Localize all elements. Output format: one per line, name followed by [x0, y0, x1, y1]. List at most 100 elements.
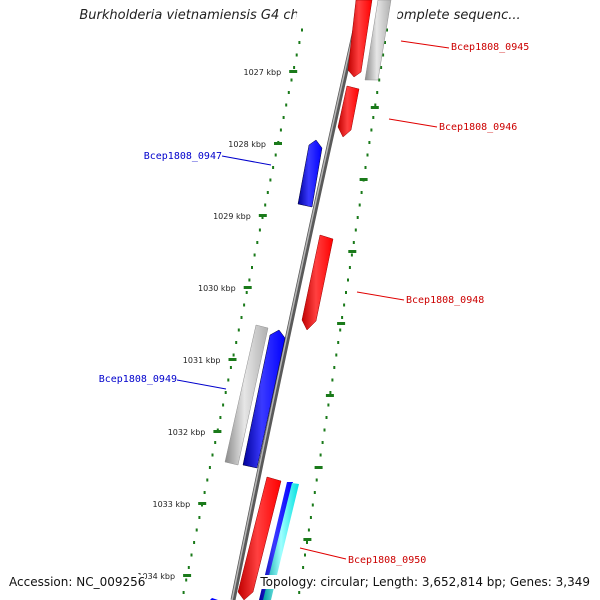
cds-feature[interactable]	[364, 0, 392, 81]
tick-mark	[183, 574, 192, 577]
gene-feature[interactable]	[259, 482, 293, 600]
gene-label-0946[interactable]: Bcep1808_0946	[439, 122, 517, 133]
tick-dot	[327, 403, 330, 407]
tick-dot	[333, 366, 336, 369]
tick-mark	[289, 70, 298, 73]
tick-label: 1028 kbp	[228, 140, 266, 149]
tick-dot	[279, 128, 282, 132]
gene-label-0947[interactable]: Bcep1808_0947	[144, 151, 222, 162]
tick-dot	[285, 103, 288, 107]
tick-track	[182, 28, 388, 594]
tick-dot	[240, 316, 243, 319]
backbone	[230, 0, 365, 600]
gene-bcep1808-0946[interactable]	[337, 85, 360, 138]
scale-ticks: 1027 kbp 1028 kbp 1029 kbp 1030 kbp 1031 kbp…	[137, 68, 379, 581]
tick-dot	[245, 291, 248, 294]
accession-text: Accession: NC_009256	[9, 575, 146, 589]
tick-dot	[208, 466, 211, 469]
tick-dot	[378, 78, 381, 82]
tick-dot	[258, 228, 261, 232]
tick-dot	[372, 116, 375, 119]
tick-dot	[295, 53, 298, 57]
tick-dot	[302, 566, 305, 569]
gene-labels: Bcep1808_0945 Bcep1808_0946 Bcep1808_094…	[99, 40, 529, 566]
tick-dot	[311, 503, 314, 507]
tick-dot	[185, 578, 188, 582]
gene-label-0948[interactable]: Bcep1808_0948	[406, 295, 484, 306]
tick-dot	[206, 478, 209, 482]
tick-dot	[321, 441, 324, 444]
tick-dot	[347, 278, 349, 282]
tick-dot	[384, 41, 386, 44]
tick-mark	[198, 502, 207, 505]
genome-summary-text: Topology: circular; Length: 3,652,814 bp…	[260, 575, 590, 589]
tick-dot	[354, 228, 357, 232]
tick-dot	[345, 291, 347, 294]
tick-dot	[264, 203, 267, 207]
tick-dot	[224, 391, 227, 394]
tick-dot	[227, 378, 230, 382]
tick-dot	[382, 53, 385, 57]
gene-bcep1808-0945[interactable]	[347, 0, 373, 78]
tick-dot	[211, 453, 214, 457]
tick-mark	[370, 106, 379, 109]
tick-dot	[304, 553, 306, 557]
tick-dot	[282, 116, 285, 119]
tick-mark	[213, 430, 222, 433]
tick-dot	[337, 341, 340, 344]
tick-dot	[203, 491, 206, 494]
map-ring-band	[165, 0, 400, 600]
tick-dot	[243, 303, 246, 307]
gene-bcep1808-0948[interactable]	[301, 234, 334, 331]
tick-dot	[348, 266, 351, 269]
gene-bcep1808-0950[interactable]	[237, 476, 282, 600]
tick-dot	[290, 78, 293, 82]
tick-dot	[256, 241, 259, 244]
tick-dot	[313, 491, 316, 494]
tick-dot	[358, 203, 361, 207]
tick-dot	[198, 516, 201, 519]
tick-dot	[319, 453, 322, 457]
tick-label: 1030 kbp	[198, 284, 236, 293]
tick-dot	[293, 66, 296, 69]
gene-bcep1808-0947[interactable]	[297, 139, 323, 208]
gene-label-0950[interactable]: Bcep1808_0950	[348, 555, 426, 566]
tick-dot	[331, 378, 334, 382]
tick-dot	[248, 278, 251, 282]
tick-dot	[306, 541, 308, 544]
tick-dot	[309, 516, 312, 519]
tick-dot	[374, 103, 377, 107]
tick-dot	[352, 241, 355, 244]
tick-dot	[329, 391, 332, 394]
tick-dot	[356, 216, 359, 219]
tick-dot	[343, 303, 346, 307]
feature-track	[210, 0, 392, 600]
tick-dot	[323, 428, 326, 432]
tick-dot	[339, 328, 342, 332]
gene-label-0945[interactable]: Bcep1808_0945	[451, 42, 529, 53]
tick-dot	[266, 191, 269, 194]
tick-mark	[359, 178, 368, 181]
tick-label: 1027 kbp	[243, 68, 281, 77]
tick-mark	[303, 538, 312, 541]
gene-label-0949[interactable]: Bcep1808_0949	[99, 374, 177, 385]
tick-dot	[190, 553, 193, 557]
tick-dot	[307, 528, 310, 532]
gene-bcep1808-0949[interactable]	[242, 329, 286, 469]
cds-feature[interactable]	[224, 324, 269, 466]
tick-mark	[274, 142, 282, 145]
tick-dot	[350, 253, 353, 257]
tick-mark	[348, 250, 357, 253]
tick-dot	[341, 316, 344, 319]
tick-dot	[360, 191, 363, 194]
tick-mark	[337, 322, 346, 325]
tick-dot	[237, 328, 240, 332]
tick-mark	[258, 214, 267, 217]
tick-dot	[261, 216, 264, 219]
other-feature[interactable]	[263, 483, 299, 600]
tick-dot	[380, 66, 383, 69]
tick-dot	[298, 41, 301, 44]
tick-dot	[251, 266, 253, 269]
tick-dot	[368, 141, 371, 144]
